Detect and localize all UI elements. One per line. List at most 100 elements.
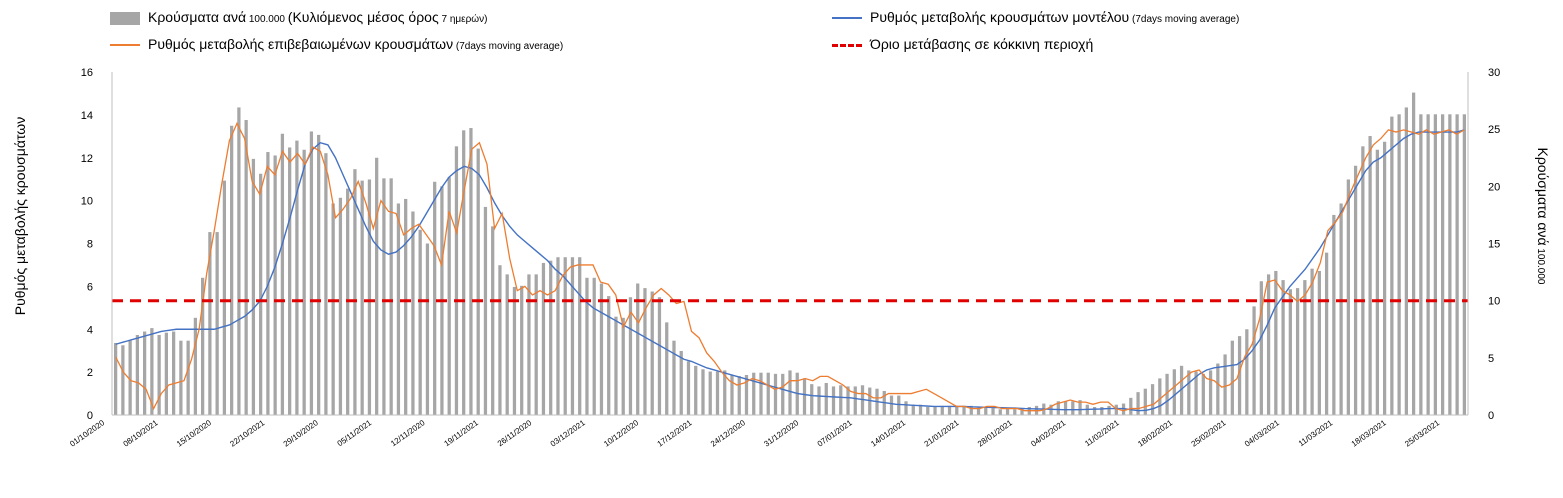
bar — [1382, 141, 1387, 416]
right-tick-label: 20 — [1488, 181, 1500, 193]
bar — [853, 386, 857, 415]
bar — [331, 203, 335, 415]
bar — [512, 286, 517, 415]
x-tick-label: 07/01/2021 — [816, 418, 854, 449]
bar — [360, 180, 364, 415]
bar — [498, 265, 502, 415]
bar — [1324, 252, 1329, 415]
bar — [273, 155, 277, 415]
bar — [737, 376, 741, 415]
bar — [773, 373, 778, 415]
bar — [259, 173, 263, 415]
x-tick-label: 05/11/2021 — [336, 418, 374, 448]
x-tick-label: 22/10/2021 — [228, 418, 266, 449]
bar — [984, 407, 988, 415]
legend-model-label: Ρυθμός μεταβολής κρουσμάτων μοντέλου — [870, 9, 1130, 25]
bar — [1274, 270, 1278, 415]
bar — [433, 181, 437, 415]
bar — [411, 211, 415, 415]
legend-item-model: Ρυθμός μεταβολής κρουσμάτων μοντέλου (7d… — [832, 9, 1239, 25]
bar — [752, 372, 756, 415]
x-tick-label: 19/11/2021 — [442, 418, 480, 448]
bar — [367, 179, 372, 415]
bar — [244, 120, 248, 416]
x-tick-label: 17/12/2021 — [656, 418, 694, 449]
bar — [926, 407, 930, 415]
bar — [1078, 400, 1082, 415]
bar — [527, 274, 531, 415]
bar — [1462, 114, 1466, 416]
model-swatch — [832, 17, 862, 20]
bar — [585, 277, 589, 415]
bar — [904, 401, 908, 415]
left-tick-label: 8 — [87, 239, 93, 251]
bar — [730, 374, 734, 415]
x-tick-label: 28/01/2021 — [976, 418, 1014, 449]
x-tick-label: 04/03/2021 — [1243, 418, 1281, 449]
bar — [208, 232, 212, 415]
bar — [998, 409, 1002, 415]
bar — [288, 147, 292, 415]
bar — [215, 232, 219, 415]
bar — [483, 206, 488, 415]
bar — [810, 384, 814, 415]
left-tick-label: 10 — [81, 196, 93, 208]
threshold-swatch — [832, 43, 862, 47]
bar — [222, 180, 227, 415]
bar — [1433, 114, 1437, 416]
bar — [1455, 114, 1459, 416]
bar — [643, 288, 647, 415]
bar — [295, 140, 299, 415]
bar — [628, 297, 633, 415]
bar — [766, 372, 770, 415]
right-axis-title-main: Κρούσματα ανά — [1535, 147, 1551, 246]
right-axis-ticks: 0 5 10 15 20 25 30 — [1488, 67, 1500, 422]
bar — [1426, 114, 1430, 416]
bar — [991, 408, 995, 415]
bar — [382, 178, 386, 415]
legend-bars-label2: (Κυλιόμενος μέσος όρος — [287, 9, 439, 25]
right-axis-title: Κρούσματα ανά 100.000 — [1535, 116, 1551, 316]
bar — [251, 158, 256, 415]
bar — [505, 274, 509, 415]
bar — [1092, 407, 1097, 415]
bar — [1245, 329, 1249, 415]
left-tick-label: 4 — [87, 324, 93, 336]
x-tick-label: 10/12/2020 — [602, 418, 640, 449]
bar — [1223, 354, 1227, 415]
bar — [396, 203, 401, 415]
bar — [1411, 92, 1416, 415]
bar — [1114, 404, 1118, 415]
bar — [1165, 373, 1169, 415]
right-tick-label: 25 — [1488, 124, 1500, 136]
bar — [425, 243, 430, 415]
bar — [1266, 274, 1271, 415]
bar — [1063, 401, 1068, 415]
bar — [592, 277, 596, 415]
bar — [976, 407, 981, 415]
bar — [418, 229, 422, 415]
bar — [476, 148, 480, 415]
x-tick-label: 11/03/2021 — [1297, 418, 1335, 448]
x-tick-label: 25/02/2021 — [1190, 418, 1228, 449]
bar — [672, 340, 676, 415]
bar — [454, 146, 459, 415]
bar — [375, 157, 379, 415]
bar — [1216, 363, 1220, 415]
left-tick-label: 0 — [87, 410, 93, 422]
bar — [1252, 306, 1256, 415]
bar — [1150, 384, 1155, 415]
x-tick-label: 21/01/2021 — [923, 418, 961, 449]
bar — [1172, 369, 1176, 415]
bar — [1136, 392, 1140, 415]
bar — [607, 296, 611, 415]
x-tick-label: 04/02/2021 — [1029, 418, 1067, 449]
bar — [1295, 288, 1300, 415]
legend-confirmed-label: Ρυθμός μεταβολής επιβεβαιωμένων κρουσμάτ… — [148, 36, 454, 52]
bar — [237, 107, 241, 415]
x-tick-label: 25/03/2021 — [1403, 418, 1441, 449]
x-tick-label: 26/11/2020 — [496, 418, 534, 448]
bar — [469, 128, 473, 415]
bar — [1419, 114, 1423, 416]
